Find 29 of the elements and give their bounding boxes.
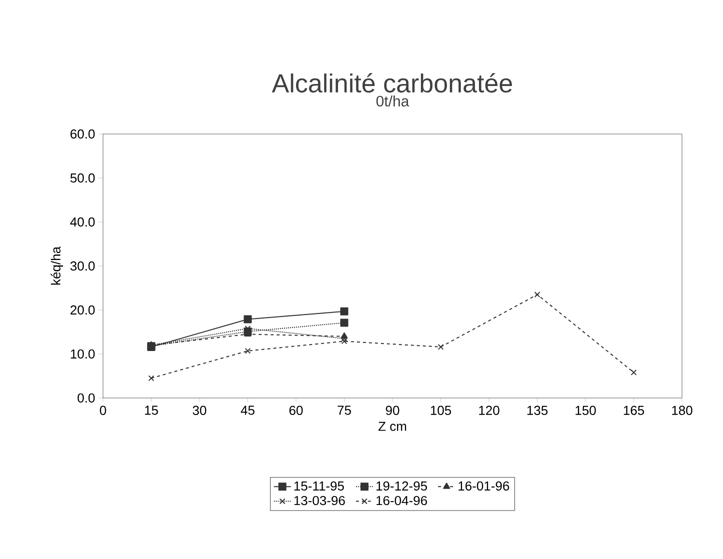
y-tick-label: 30.0 [70, 261, 95, 271]
legend-label: 19-12-95 [376, 481, 427, 491]
chart-title: Alcalinité carbonatée [272, 73, 512, 93]
y-tick-label: 10.0 [70, 349, 95, 359]
legend-label: 15-11-95 [294, 481, 344, 491]
x-tick-label: 90 [386, 406, 400, 415]
x-tick-label: 150 [576, 406, 596, 415]
y-tick-label: 50.0 [70, 173, 95, 183]
x-tick-label: 30 [192, 406, 206, 415]
y-tick-label: 20.0 [70, 305, 95, 315]
y-tick-label: 0.0 [78, 393, 95, 403]
x-tick-label: 0 [100, 406, 106, 415]
x-tick-label: 120 [479, 406, 500, 415]
x-axis-title: Z cm [378, 422, 406, 431]
x-tick-label: 165 [624, 406, 644, 415]
x-tick-label: 45 [240, 406, 254, 415]
y-tick-label: 40.0 [70, 217, 95, 227]
x-tick-label: 15 [145, 406, 158, 415]
x-tick-label: 75 [338, 406, 351, 415]
x-tick-label: 180 [672, 406, 692, 415]
legend-label: 16-04-96 [376, 496, 427, 506]
x-tick-label: 135 [527, 406, 548, 415]
y-tick-label: 60.0 [70, 129, 95, 139]
y-axis-title: kéq/ha [50, 246, 64, 285]
chart-subtitle: 0t/ha [376, 95, 410, 106]
x-tick-label: 105 [430, 406, 452, 415]
x-tick-label: 60 [289, 406, 303, 415]
legend-label: 16-01-96 [458, 481, 510, 491]
legend-label: 13-03-96 [294, 496, 345, 506]
